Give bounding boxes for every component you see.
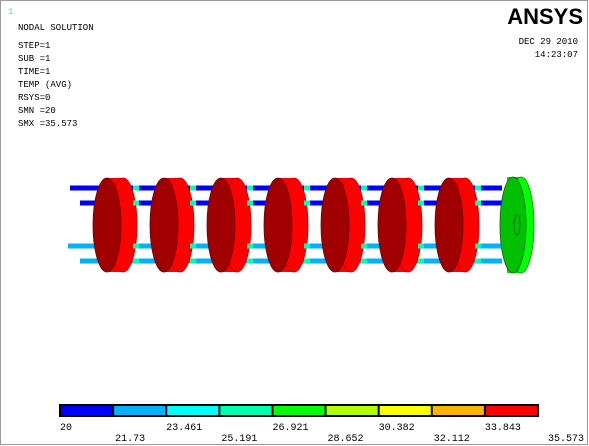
contact [475,201,481,206]
info-line: TIME=1 [18,67,50,77]
page: {"window_number": "1", "logo": "ANSYS", … [0,0,589,446]
logo: ANSYS [507,4,583,29]
legend-label: 28.652 [328,434,364,445]
contact [475,244,481,249]
legend-band [486,406,537,415]
legend-label: 23.461 [166,423,202,434]
legend-label: 26.921 [272,423,308,434]
contact [247,259,253,264]
contact [361,186,367,191]
disc-face [93,178,121,272]
time: 14:23:07 [535,50,578,60]
contact [475,259,481,264]
contact [190,186,196,191]
disc-face [321,178,349,272]
disc-face [378,178,406,272]
legend-band [61,406,112,415]
contact [418,244,424,249]
contact [361,259,367,264]
contact [133,186,139,191]
legend-label: 35.573 [548,434,584,445]
legend-band [327,406,378,415]
info-line: SMN =20 [18,106,56,116]
legend-band [433,406,484,415]
info-line: SUB =1 [18,54,50,64]
contact [475,186,481,191]
legend-label: 33.843 [485,423,521,434]
contact [190,244,196,249]
contact [247,186,253,191]
contact [418,259,424,264]
disc-face [435,178,463,272]
contact [133,259,139,264]
legend-band [220,406,271,415]
contact [247,244,253,249]
contact [418,186,424,191]
disc-face [207,178,235,272]
contact [361,201,367,206]
contact [418,201,424,206]
contact [247,201,253,206]
contact [133,201,139,206]
info-line: RSYS=0 [18,93,50,103]
legend-label: 21.73 [115,434,145,445]
legend-band [167,406,218,415]
graphics-window: 1 ANSYS DEC 29 2010 14:23:07 20 21.73 23.4… [0,0,589,446]
contact [304,201,310,206]
legend-label: 25.191 [221,434,257,445]
info-line: SMX =35.573 [18,119,77,129]
end-disc-face [500,177,526,273]
info-line: STEP=1 [18,41,50,51]
info-line: NODAL SOLUTION [18,23,94,33]
contact [304,244,310,249]
disc-face [264,178,292,272]
disc-face [150,178,178,272]
legend-band [273,406,324,415]
contact [361,244,367,249]
date: DEC 29 2010 [519,37,578,47]
legend-label: 20 [60,423,72,434]
contact [133,244,139,249]
contact [190,201,196,206]
contact [190,259,196,264]
window-number: 1 [8,7,13,17]
legend-band [114,406,165,415]
legend-label: 30.382 [379,423,415,434]
info-line: TEMP (AVG) [18,80,72,90]
contact [304,186,310,191]
legend-label: 32.112 [434,434,470,445]
legend-band [380,406,431,415]
contact [304,259,310,264]
